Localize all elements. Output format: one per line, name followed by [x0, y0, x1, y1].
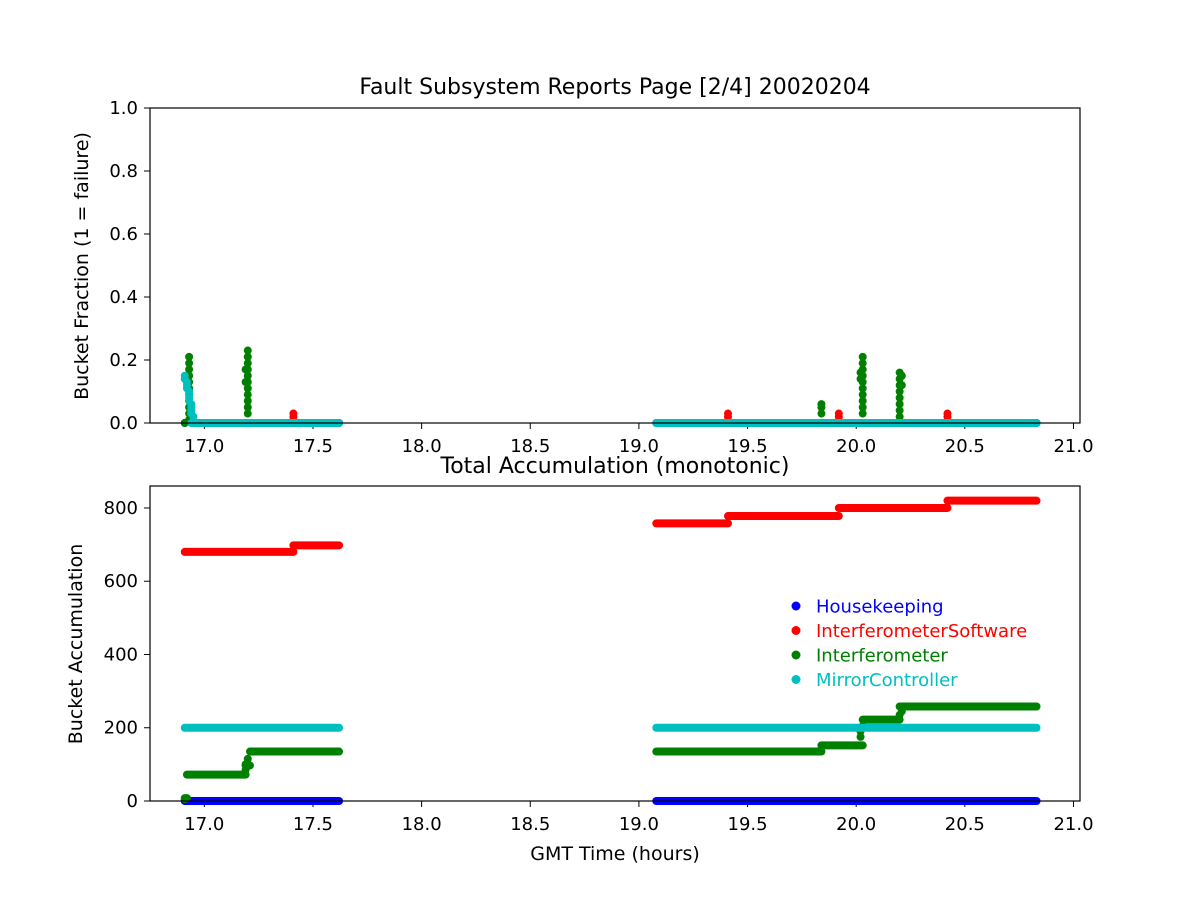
interferometer-point [858, 365, 867, 374]
interferometer-point [185, 359, 194, 368]
interferometer-point [243, 396, 252, 405]
interferometer-point [243, 352, 252, 361]
interferometer-point [243, 359, 252, 368]
interferometer-point [858, 384, 867, 393]
x-tick-label: 17.5 [293, 436, 333, 457]
interferometer-point [897, 381, 906, 390]
y-tick-label: 1.0 [109, 98, 138, 119]
legend: Housekeeping InterferometerSoftware Interf… [791, 597, 1027, 691]
legend-label: Housekeeping [816, 597, 944, 618]
x-tick-label: 17.5 [293, 814, 333, 835]
y-tick-label: 600 [104, 571, 138, 592]
interferometer-point [817, 409, 826, 418]
interferometer-point [856, 732, 865, 741]
panel-title: Total Accumulation (monotonic) [440, 454, 790, 479]
interferometer-point [185, 365, 194, 374]
x-axis-label: GMT Time (hours) [530, 843, 700, 865]
y-axis-label: Bucket Accumulation [65, 544, 87, 745]
y-tick-label: 0.6 [109, 224, 138, 245]
interferometer-point [895, 400, 904, 409]
interferometer-point [858, 359, 867, 368]
x-tick-label: 17.0 [184, 436, 224, 457]
y-tick-label: 0.8 [109, 161, 138, 182]
interferometer-point [241, 378, 250, 387]
legend-marker [791, 675, 801, 684]
interferometer-software-point [289, 412, 298, 421]
x-tick-label: 20.5 [945, 436, 985, 457]
interferometer-point [241, 765, 250, 774]
interferometer-point [895, 393, 904, 402]
interferometer-point [243, 409, 252, 418]
interferometer-point [243, 403, 252, 412]
y-tick-label: 0.4 [109, 287, 138, 308]
accumulation-panel: Total Accumulation (monotonic) Bucket Ac… [65, 454, 1094, 865]
interferometer-point [243, 384, 252, 393]
interferometer-point [897, 371, 906, 380]
y-tick-label: 800 [104, 498, 138, 519]
interferometer-point [858, 390, 867, 399]
x-tick-label: 19.5 [728, 814, 768, 835]
legend-label: Interferometer [816, 646, 948, 667]
interferometer-point [243, 371, 252, 380]
x-tick-label: 19.0 [619, 436, 659, 457]
axis-ticks: 17.0 17.5 18.0 18.5 19.0 19.5 20.0 20.5 21.0 0.0 0… [109, 98, 1093, 457]
plot-frame [149, 107, 1081, 424]
x-tick-label: 21.0 [1053, 814, 1093, 835]
x-tick-label: 17.0 [184, 814, 224, 835]
axis-ticks: 17.0 17.5 18.0 18.5 19.0 19.5 20.0 20.5 21.0 0 200… [104, 498, 1094, 835]
interferometer-point [858, 409, 867, 418]
legend-label: MirrorController [816, 670, 958, 691]
interferometer-point [243, 754, 252, 763]
x-tick-label: 18.0 [402, 814, 442, 835]
x-tick-label: 19.5 [728, 436, 768, 457]
x-tick-label: 18.5 [510, 436, 550, 457]
interferometer-point [895, 387, 904, 396]
x-tick-label: 21.0 [1053, 436, 1093, 457]
x-tick-label: 20.5 [945, 814, 985, 835]
y-tick-label: 0.0 [109, 413, 138, 434]
interferometer-point [895, 412, 904, 421]
interferometer-point [858, 378, 867, 387]
legend-marker [791, 650, 801, 660]
interferometer-software-point [723, 412, 732, 421]
interferometer-point [858, 371, 867, 380]
x-tick-label: 18.5 [510, 814, 550, 835]
interferometer-point [243, 390, 252, 399]
interferometer-point [897, 707, 906, 716]
y-axis-label: Bucket Fraction (1 = failure) [71, 132, 93, 400]
interferometer-software-point [834, 412, 843, 421]
x-tick-label: 19.0 [619, 814, 659, 835]
interferometer-point [243, 346, 252, 355]
legend-marker [791, 601, 801, 611]
fault-panel: Fault Subsystem Reports Page [2/4] 20020… [71, 75, 1094, 457]
interferometer-point [817, 403, 826, 412]
y-tick-label: 200 [104, 718, 138, 739]
x-tick-label: 20.0 [836, 436, 876, 457]
y-tick-label: 0 [127, 791, 138, 812]
y-tick-label: 0.2 [109, 350, 138, 371]
interferometer-point [858, 403, 867, 412]
interferometer-software-point [943, 412, 952, 421]
x-tick-label: 20.0 [836, 814, 876, 835]
interferometer-point [241, 365, 250, 374]
interferometer-point [858, 396, 867, 405]
interferometer-point [180, 795, 189, 804]
panel-title: Fault Subsystem Reports Page [2/4] 20020… [359, 75, 870, 100]
legend-label: InterferometerSoftware [816, 621, 1027, 642]
plot-frame [149, 485, 1081, 802]
y-tick-label: 400 [104, 644, 138, 665]
legend-marker [791, 626, 801, 635]
interferometer-point [858, 352, 867, 361]
interferometer-point [895, 406, 904, 415]
interferometer-point [185, 352, 194, 361]
mirror-controller-point [189, 412, 198, 421]
x-tick-label: 18.0 [402, 436, 442, 457]
